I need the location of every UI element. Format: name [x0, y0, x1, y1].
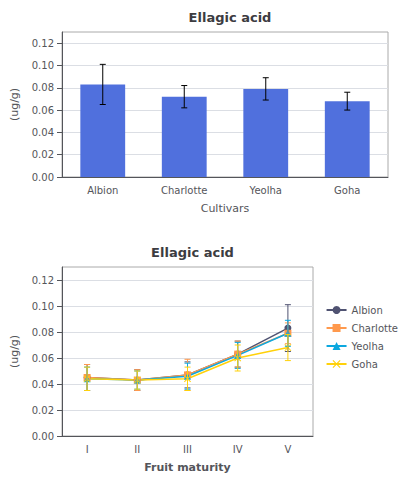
svg-text:I: I	[86, 444, 89, 455]
svg-text:0.12: 0.12	[32, 275, 54, 286]
svg-text:Cultivars: Cultivars	[201, 202, 250, 215]
svg-text:0.02: 0.02	[32, 149, 54, 160]
svg-text:Goha: Goha	[334, 185, 360, 196]
svg-text:Ellagic acid: Ellagic acid	[189, 10, 272, 25]
svg-text:0.08: 0.08	[32, 327, 54, 338]
svg-text:Charlotte: Charlotte	[161, 185, 207, 196]
svg-text:Yeolha: Yeolha	[351, 341, 384, 352]
svg-text:Ellagic acid: Ellagic acid	[151, 245, 234, 260]
svg-text:Fruit maturity: Fruit maturity	[144, 461, 231, 474]
svg-text:0.02: 0.02	[32, 405, 54, 416]
svg-text:V: V	[284, 444, 291, 455]
svg-text:0.00: 0.00	[32, 431, 54, 442]
svg-text:0.10: 0.10	[32, 301, 54, 312]
svg-text:0.04: 0.04	[32, 379, 54, 390]
svg-text:0.00: 0.00	[32, 172, 54, 183]
svg-text:Albion: Albion	[352, 305, 383, 316]
svg-text:(ug/g): (ug/g)	[8, 335, 21, 368]
svg-text:Albion: Albion	[87, 185, 118, 196]
svg-text:0.12: 0.12	[32, 38, 54, 49]
svg-text:Yeolha: Yeolha	[249, 185, 282, 196]
svg-text:(ug/g): (ug/g)	[8, 88, 21, 121]
svg-text:III: III	[183, 444, 192, 455]
svg-text:0.10: 0.10	[32, 60, 54, 71]
svg-text:0.06: 0.06	[32, 353, 54, 364]
svg-text:II: II	[134, 444, 140, 455]
svg-text:Charlotte: Charlotte	[352, 323, 398, 334]
svg-text:0.08: 0.08	[32, 82, 54, 93]
svg-text:0.04: 0.04	[32, 127, 54, 138]
svg-text:Goha: Goha	[352, 359, 378, 370]
svg-text:IV: IV	[233, 444, 243, 455]
svg-text:0.06: 0.06	[32, 105, 54, 116]
